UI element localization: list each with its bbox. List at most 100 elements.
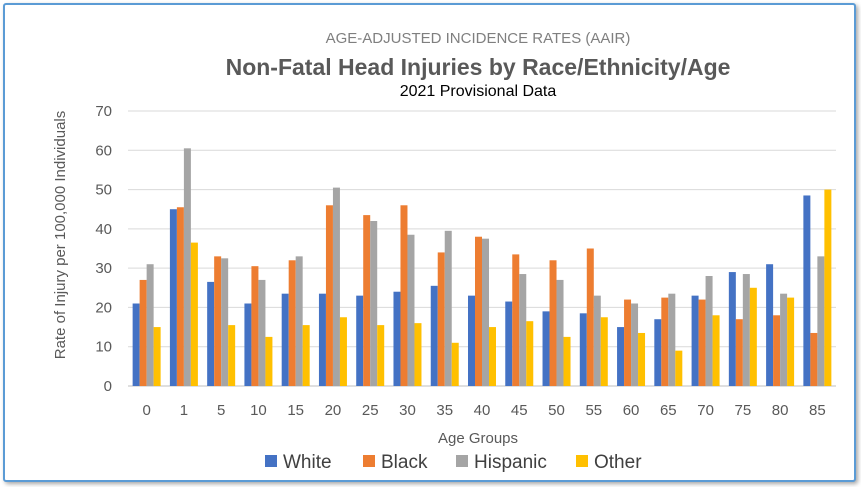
bar-other-60: [638, 333, 645, 386]
bar-black-55: [587, 249, 594, 387]
x-axis-ticks: 0 1 5 10 15 20 25 30 35 40 45 50 55 60 65 70 75 80 85: [142, 402, 825, 419]
bar-black-60: [624, 300, 631, 386]
bar-hispanic-65: [668, 294, 675, 386]
bar-white-30: [393, 292, 400, 386]
bar-white-85: [803, 195, 810, 386]
legend-swatch-hispanic: [456, 455, 468, 467]
bar-white-35: [431, 286, 438, 386]
bar-other-45: [526, 321, 533, 386]
bar-black-75: [736, 319, 743, 386]
legend-label-hispanic: Hispanic: [474, 452, 547, 473]
bar-hispanic-85: [817, 256, 824, 386]
bar-other-40: [489, 327, 496, 386]
legend: White Black Hispanic Other: [265, 452, 642, 473]
bar-other-85: [824, 190, 831, 386]
bar-black-70: [699, 300, 706, 386]
bar-black-50: [550, 260, 557, 386]
bar-white-75: [729, 272, 736, 386]
y-tick-label: 10: [95, 339, 112, 356]
chart-subtitle: 2021 Provisional Data: [400, 83, 557, 100]
bar-other-20: [340, 317, 347, 386]
bar-black-35: [438, 252, 445, 386]
bar-hispanic-55: [594, 296, 601, 386]
bar-white-5: [207, 282, 214, 386]
bar-black-15: [289, 260, 296, 386]
chart-supertitle: AGE-ADJUSTED INCIDENCE RATES (AAIR): [326, 30, 631, 47]
x-tick-label: 50: [548, 402, 565, 419]
bar-black-30: [400, 205, 407, 386]
x-tick-label: 0: [142, 402, 150, 419]
x-tick-label: 65: [660, 402, 677, 419]
legend-label-white: White: [283, 452, 332, 473]
bar-other-1: [191, 243, 198, 386]
y-axis-ticks: 010203040506070: [95, 103, 112, 395]
bar-black-45: [512, 254, 519, 386]
bar-other-55: [601, 317, 608, 386]
bar-white-1: [170, 209, 177, 386]
legend-swatch-other: [576, 455, 588, 467]
bar-black-80: [773, 315, 780, 386]
y-axis-title: Rate of Injury per 100,000 Individuals: [52, 111, 69, 360]
bar-hispanic-10: [258, 280, 265, 386]
y-tick-label: 20: [95, 299, 112, 316]
x-tick-label: 15: [287, 402, 304, 419]
x-tick-label: 60: [623, 402, 640, 419]
bar-hispanic-15: [296, 256, 303, 386]
y-tick-label: 70: [95, 103, 112, 120]
bar-other-65: [675, 351, 682, 386]
x-tick-label: 5: [217, 402, 225, 419]
x-tick-label: 75: [734, 402, 751, 419]
bar-hispanic-0: [147, 264, 154, 386]
bar-white-80: [766, 264, 773, 386]
bar-white-60: [617, 327, 624, 386]
bar-black-85: [810, 333, 817, 386]
bar-other-0: [154, 327, 161, 386]
bar-other-75: [750, 288, 757, 386]
y-tick-label: 30: [95, 260, 112, 277]
y-tick-label: 60: [95, 142, 112, 159]
bar-other-35: [452, 343, 459, 386]
bar-hispanic-80: [780, 294, 787, 386]
legend-label-black: Black: [381, 452, 428, 473]
bar-hispanic-35: [445, 231, 452, 386]
bar-hispanic-50: [557, 280, 564, 386]
x-tick-label: 20: [325, 402, 342, 419]
bar-white-65: [654, 319, 661, 386]
bar-other-80: [787, 298, 794, 386]
bar-hispanic-70: [706, 276, 713, 386]
bar-hispanic-60: [631, 304, 638, 387]
bar-white-50: [543, 311, 550, 386]
x-tick-label: 1: [180, 402, 188, 419]
x-tick-label: 35: [436, 402, 453, 419]
bar-hispanic-5: [221, 258, 228, 386]
bar-hispanic-20: [333, 188, 340, 386]
bar-other-15: [303, 325, 310, 386]
bar-other-10: [265, 337, 272, 386]
bar-black-0: [140, 280, 147, 386]
bar-white-55: [580, 313, 587, 386]
legend-label-other: Other: [594, 452, 642, 473]
bar-other-70: [713, 315, 720, 386]
bar-black-25: [363, 215, 370, 386]
bar-hispanic-30: [407, 235, 414, 386]
bar-black-5: [214, 256, 221, 386]
x-tick-label: 10: [250, 402, 267, 419]
bar-other-30: [414, 323, 421, 386]
y-tick-label: 50: [95, 182, 112, 199]
x-tick-label: 30: [399, 402, 416, 419]
bar-hispanic-75: [743, 274, 750, 386]
bar-white-10: [244, 304, 251, 387]
bar-black-40: [475, 237, 482, 386]
bar-black-1: [177, 207, 184, 386]
x-tick-label: 45: [511, 402, 528, 419]
bar-white-70: [692, 296, 699, 386]
x-tick-label: 55: [585, 402, 602, 419]
bar-other-25: [377, 325, 384, 386]
bar-other-50: [564, 337, 571, 386]
bar-hispanic-40: [482, 239, 489, 386]
x-tick-label: 25: [362, 402, 379, 419]
bar-hispanic-1: [184, 148, 191, 386]
bar-white-45: [505, 302, 512, 386]
bars: [133, 148, 832, 386]
bar-hispanic-45: [519, 274, 526, 386]
